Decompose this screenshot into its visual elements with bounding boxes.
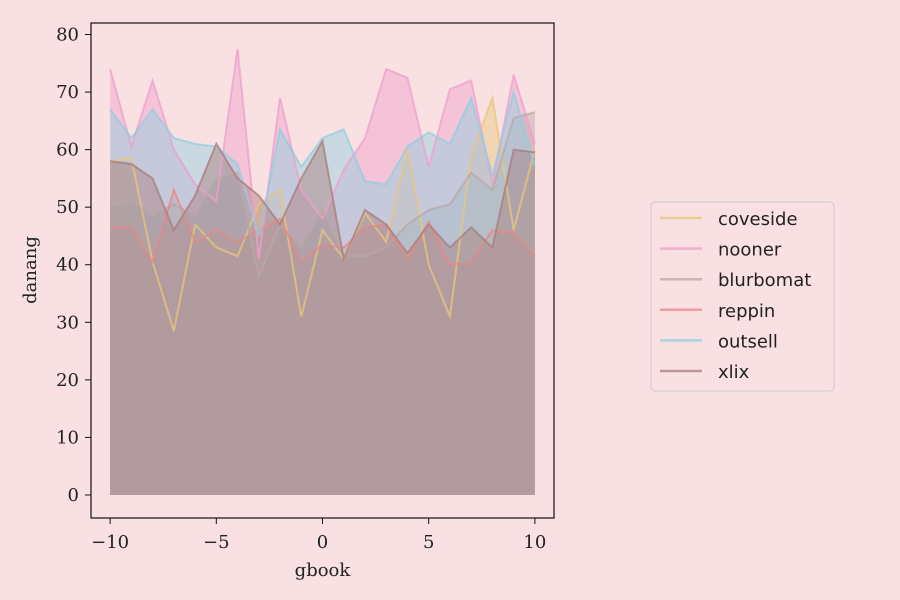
y-tick-label: 80 [56,25,79,46]
y-tick-label: 20 [56,370,79,391]
line-xlix [109,138,536,263]
legend-label-nooner: nooner [718,240,782,261]
legend: coveside nooner blurbomat reppin outsell xlix [650,201,835,392]
y-tick-label: 40 [56,255,79,276]
line-nooner [109,48,536,260]
y-tick-label: 50 [56,197,79,218]
line-coveside [109,93,536,332]
series-lines [109,48,536,332]
x-tick-label: 0 [317,532,328,553]
area-coveside [110,97,535,495]
x-tick-label: 10 [523,532,546,553]
legend-label-coveside: coveside [718,209,798,230]
legend-label-outsell: outsell [718,331,778,352]
x-tick-label: 5 [423,532,434,553]
y-tick-label: 0 [68,485,79,506]
y-axis-label: danang [20,236,41,304]
y-tick-label: 70 [56,82,79,103]
x-tick-label: −5 [203,532,230,553]
area-outsell [110,92,535,495]
legend-label-xlix: xlix [718,362,750,383]
y-axis: 0 10 20 30 40 50 60 70 80 [56,25,91,506]
x-axis-label: gbook [295,560,352,581]
legend-label-blurbomat: blurbomat [718,270,811,291]
x-axis: −10 −5 0 5 10 [91,518,546,553]
line-reppin [110,186,536,266]
y-tick-label: 30 [56,312,79,333]
y-tick-label: 60 [56,140,79,161]
line-outsell [109,88,536,237]
area-nooner [110,48,535,495]
x-tick-label: −10 [91,532,129,553]
legend-label-reppin: reppin [718,301,775,322]
y-tick-label: 10 [56,427,79,448]
area-blurbomat [110,112,535,495]
